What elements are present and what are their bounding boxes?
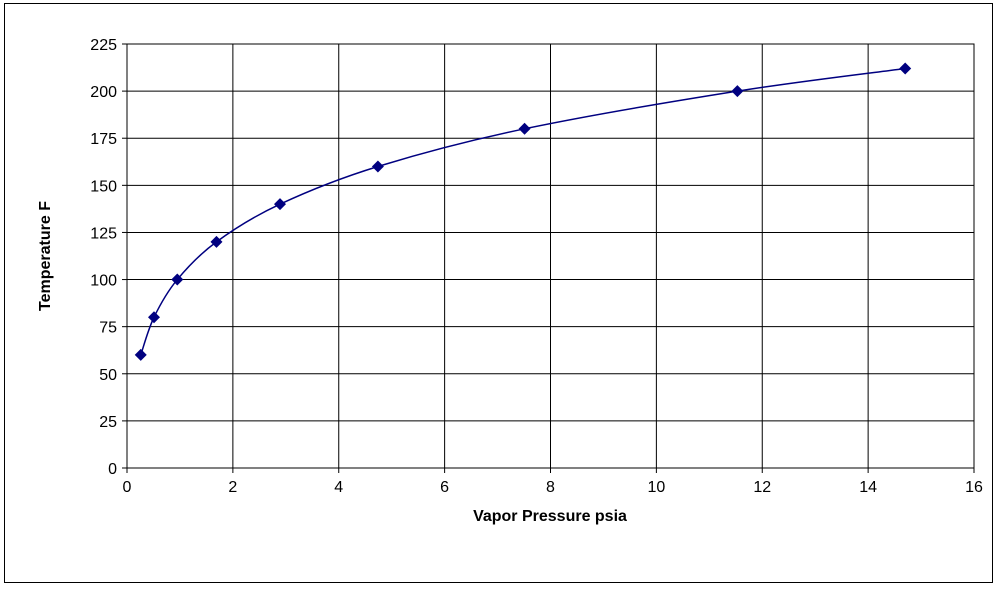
y-tick-label: 125 [90, 225, 117, 242]
data-point [210, 235, 223, 248]
x-tick-label: 10 [647, 479, 665, 496]
x-tick-label: 8 [546, 479, 555, 496]
data-point [171, 273, 184, 286]
y-tick-label: 0 [108, 461, 117, 478]
data-point [147, 311, 160, 324]
y-tick-label: 50 [99, 367, 117, 384]
y-tick-label: 75 [99, 320, 117, 337]
x-tick-label: 4 [334, 479, 343, 496]
y-tick-label: 25 [99, 414, 117, 431]
y-axis-title: Temperature F [37, 201, 54, 311]
plot-area-border [126, 43, 975, 469]
y-tick-label: 100 [90, 273, 117, 290]
data-point [518, 122, 531, 135]
y-tick-label: 150 [90, 178, 117, 195]
x-tick-label: 2 [228, 479, 237, 496]
data-point [371, 160, 384, 173]
data-point [731, 85, 744, 98]
y-tick-label: 200 [90, 84, 117, 101]
x-tick-label: 16 [965, 479, 983, 496]
y-tick-label: 225 [90, 37, 117, 54]
data-point [899, 62, 912, 75]
chart-border [4, 3, 993, 583]
data-point [134, 348, 147, 361]
x-tick-label: 14 [859, 479, 877, 496]
x-tick-label: 12 [753, 479, 771, 496]
x-tick-label: 6 [440, 479, 449, 496]
x-axis-title: Vapor Pressure psia [473, 508, 627, 525]
x-tick-label: 0 [123, 479, 132, 496]
data-point [273, 198, 286, 211]
y-tick-label: 175 [90, 131, 117, 148]
